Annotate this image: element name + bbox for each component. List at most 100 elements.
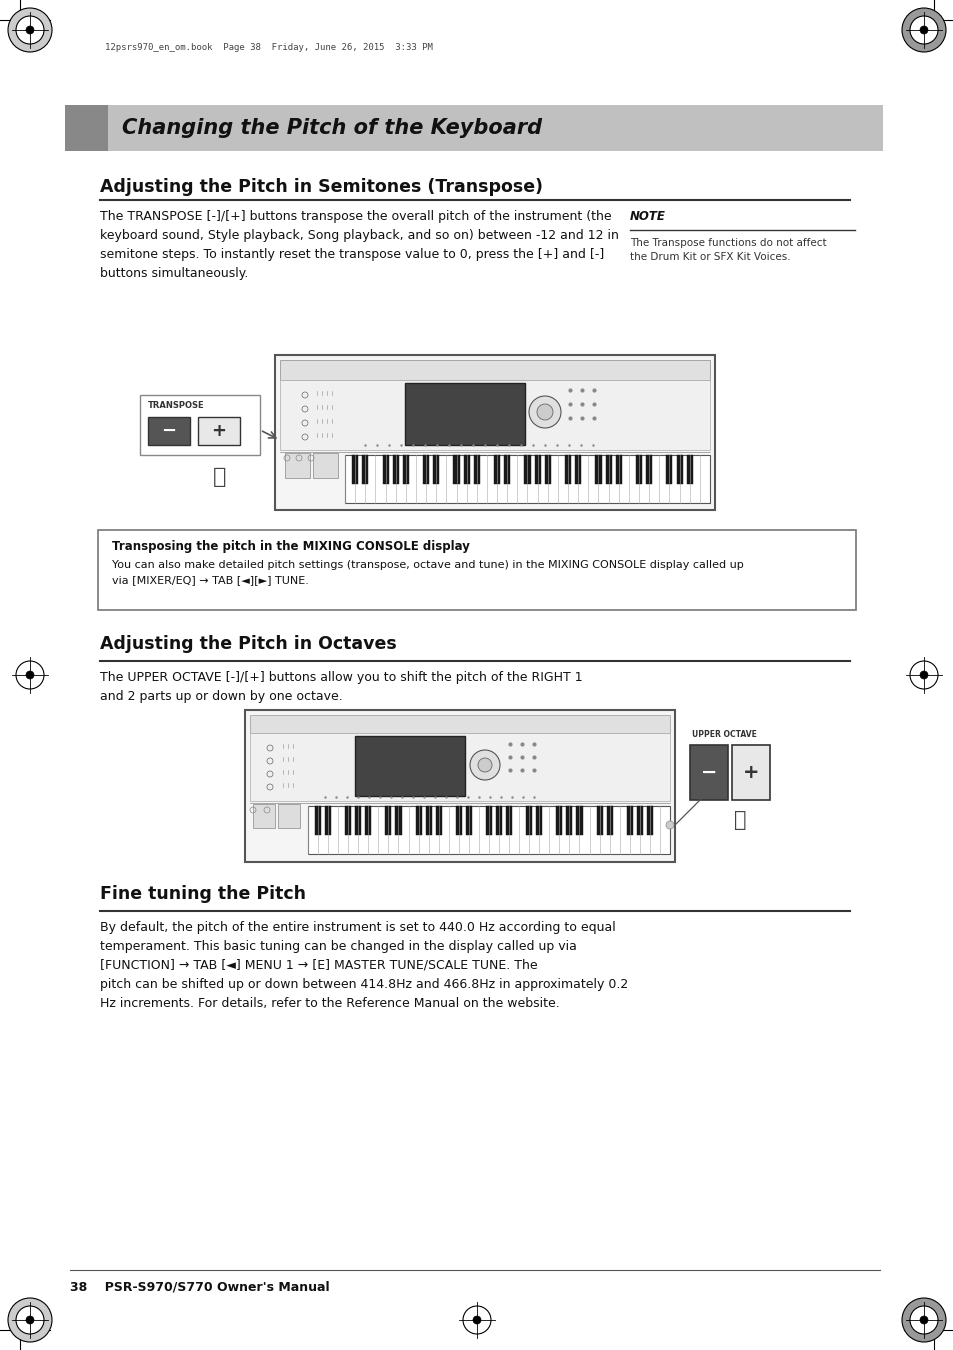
Text: The Transpose functions do not affect
the Drum Kit or SFX Kit Voices.: The Transpose functions do not affect th… [629,238,825,262]
Text: By default, the pitch of the entire instrument is set to 440.0 Hz according to e: By default, the pitch of the entire inst… [100,921,628,1010]
Text: Adjusting the Pitch in Octaves: Adjusting the Pitch in Octaves [100,634,396,653]
FancyBboxPatch shape [637,806,642,834]
Circle shape [901,1297,945,1342]
FancyBboxPatch shape [463,455,469,483]
FancyBboxPatch shape [274,355,714,510]
Text: TRANSPOSE: TRANSPOSE [148,401,204,410]
Circle shape [909,1305,937,1334]
Text: ✋: ✋ [213,467,227,487]
Circle shape [26,1316,34,1324]
FancyBboxPatch shape [505,806,512,834]
Circle shape [919,671,927,679]
FancyBboxPatch shape [566,806,572,834]
FancyBboxPatch shape [148,417,190,446]
Text: The TRANSPOSE [-]/[+] buttons transpose the overall pitch of the instrument (the: The TRANSPOSE [-]/[+] buttons transpose … [100,211,618,279]
FancyBboxPatch shape [352,455,357,483]
FancyBboxPatch shape [534,455,540,483]
Circle shape [909,16,937,45]
FancyBboxPatch shape [313,454,337,478]
Circle shape [473,1316,480,1324]
Text: −: − [161,423,176,440]
Circle shape [919,1316,927,1324]
FancyBboxPatch shape [345,806,351,834]
Text: The UPPER OCTAVE [-]/[+] buttons allow you to shift the pitch of the RIGHT 1
and: The UPPER OCTAVE [-]/[+] buttons allow y… [100,671,582,703]
FancyBboxPatch shape [596,806,602,834]
FancyBboxPatch shape [395,806,401,834]
Text: +: + [742,763,759,782]
FancyBboxPatch shape [280,379,709,450]
Circle shape [26,671,34,679]
FancyBboxPatch shape [689,745,727,801]
FancyBboxPatch shape [646,806,652,834]
Text: You can also make detailed pitch settings (transpose, octave and tune) in the MI: You can also make detailed pitch setting… [112,560,743,585]
FancyBboxPatch shape [416,806,421,834]
FancyBboxPatch shape [544,455,550,483]
FancyBboxPatch shape [494,455,499,483]
FancyBboxPatch shape [345,455,709,504]
FancyBboxPatch shape [615,455,621,483]
Text: Changing the Pitch of the Keyboard: Changing the Pitch of the Keyboard [122,117,541,138]
FancyBboxPatch shape [280,360,709,379]
Circle shape [16,16,44,45]
FancyBboxPatch shape [198,417,240,446]
Circle shape [919,26,927,34]
FancyBboxPatch shape [355,736,464,796]
FancyBboxPatch shape [626,806,632,834]
FancyBboxPatch shape [666,455,672,483]
FancyBboxPatch shape [556,806,562,834]
FancyBboxPatch shape [382,455,388,483]
FancyBboxPatch shape [465,806,472,834]
FancyBboxPatch shape [536,806,541,834]
Circle shape [8,1297,52,1342]
FancyBboxPatch shape [564,455,571,483]
FancyBboxPatch shape [355,806,361,834]
FancyBboxPatch shape [308,806,669,855]
FancyBboxPatch shape [456,806,461,834]
FancyBboxPatch shape [425,806,431,834]
Circle shape [901,8,945,53]
Circle shape [26,1316,34,1324]
Circle shape [529,396,560,428]
Circle shape [8,8,52,53]
Circle shape [537,404,553,420]
FancyBboxPatch shape [576,806,582,834]
FancyBboxPatch shape [474,455,479,483]
Circle shape [919,26,927,34]
Text: Transposing the pitch in the MIXING CONSOLE display: Transposing the pitch in the MIXING CONS… [112,540,470,553]
FancyBboxPatch shape [485,806,492,834]
FancyBboxPatch shape [731,745,769,801]
Circle shape [26,26,34,34]
FancyBboxPatch shape [496,806,501,834]
FancyBboxPatch shape [436,806,441,834]
Text: Adjusting the Pitch in Semitones (Transpose): Adjusting the Pitch in Semitones (Transp… [100,178,542,196]
FancyBboxPatch shape [325,806,331,834]
FancyBboxPatch shape [385,806,391,834]
Text: 12psrs970_en_om.book  Page 38  Friday, June 26, 2015  3:33 PM: 12psrs970_en_om.book Page 38 Friday, Jun… [105,43,433,53]
FancyBboxPatch shape [365,806,371,834]
Text: Fine tuning the Pitch: Fine tuning the Pitch [100,886,306,903]
Circle shape [919,1316,927,1324]
FancyBboxPatch shape [575,455,580,483]
Circle shape [477,757,492,772]
FancyBboxPatch shape [277,805,299,828]
FancyBboxPatch shape [250,716,669,733]
FancyBboxPatch shape [503,455,510,483]
Circle shape [470,751,499,780]
FancyBboxPatch shape [676,455,682,483]
Text: ✋: ✋ [733,810,745,830]
FancyBboxPatch shape [606,806,612,834]
Text: −: − [700,763,717,782]
FancyBboxPatch shape [636,455,641,483]
FancyBboxPatch shape [65,105,115,151]
Text: UPPER OCTAVE: UPPER OCTAVE [691,730,756,738]
FancyBboxPatch shape [526,806,532,834]
FancyBboxPatch shape [108,105,882,151]
FancyBboxPatch shape [402,455,409,483]
FancyBboxPatch shape [140,396,260,455]
FancyBboxPatch shape [605,455,611,483]
FancyBboxPatch shape [433,455,438,483]
FancyBboxPatch shape [422,455,429,483]
Circle shape [665,821,673,829]
FancyBboxPatch shape [405,383,524,446]
FancyBboxPatch shape [453,455,459,483]
